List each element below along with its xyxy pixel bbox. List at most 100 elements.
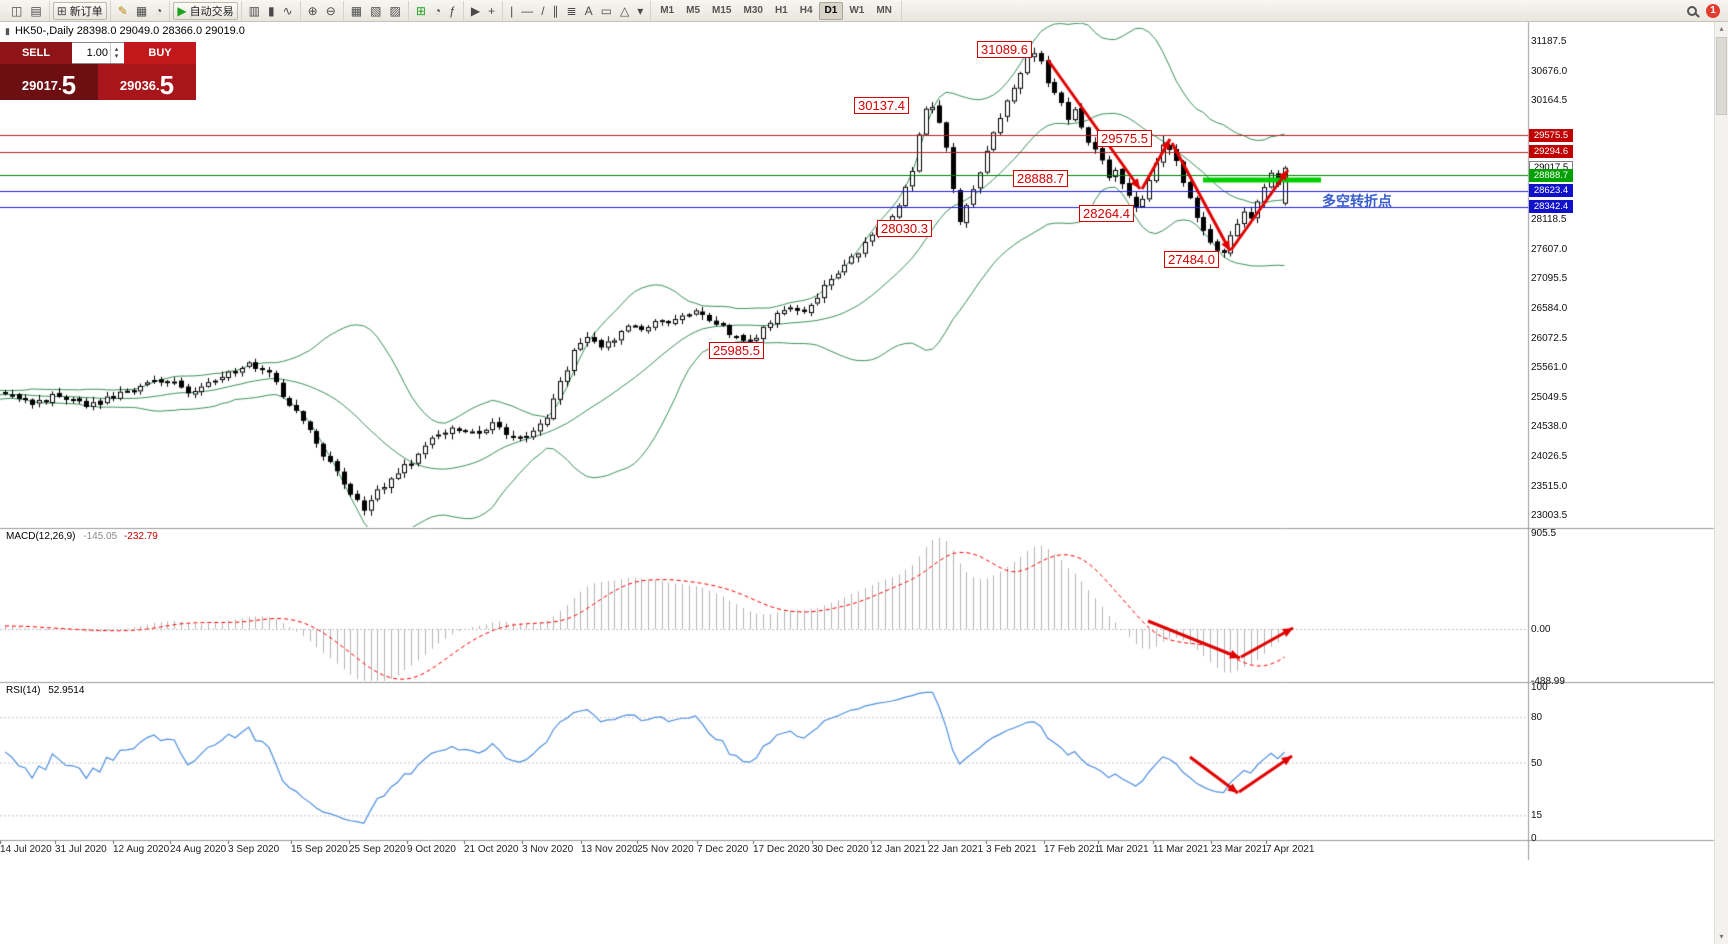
trendline-button[interactable]: /	[537, 2, 548, 20]
shapes-icon: △	[619, 3, 630, 18]
bars-icon: ▥	[248, 3, 260, 18]
buy-button[interactable]: BUY	[124, 42, 196, 64]
toolbar-right: 1	[1687, 3, 1724, 18]
volume-up-icon[interactable]: ▴	[114, 46, 119, 53]
buy-price[interactable]: 29036. 5	[98, 64, 196, 100]
bull-bear-turning-point-note[interactable]: 多空转折点	[1322, 193, 1392, 209]
indicators-button[interactable]: ƒ	[445, 2, 460, 20]
rsi-name: RSI(14)	[6, 685, 41, 696]
channel-button[interactable]: ∥	[549, 2, 563, 20]
market-button[interactable]: ▦	[132, 2, 151, 20]
timeframe-m30-button[interactable]: M30	[737, 2, 768, 20]
metaeditor-button[interactable]: ✎	[114, 2, 132, 20]
shapes-more-button[interactable]: ▾	[633, 2, 647, 20]
candlesticks-button[interactable]: ▮	[264, 2, 279, 20]
timeframe-mn-button[interactable]: MN	[870, 2, 898, 20]
horizontal-line-icon: —	[521, 3, 534, 18]
toolbar-group: ⊞ ◔ ƒ	[409, 0, 464, 21]
volume-input[interactable]	[72, 43, 110, 63]
macd-main-value: -145.05	[83, 531, 118, 542]
main-toolbar: ◫ ▤ ⊞ 新订单 ✎ ▦ ◔ ▶ 自动交易 ▥ ▮ ∿ ⊕ ⊖ ▦ ▧ ▨ ⊞ ◔ ƒ ▶ + | — / ∥ ≣ A ▭ △ ▾ M1 M5…	[0, 0, 1728, 22]
toolbar-group: ✎ ▦ ◔	[111, 0, 171, 21]
rsi-value: 52.9514	[48, 685, 85, 696]
crosshair-button[interactable]: +	[484, 2, 499, 20]
vertical-scrollbar[interactable]: ▴ ▾	[1714, 22, 1728, 944]
fibonacci-button[interactable]: ≣	[563, 2, 581, 20]
history-center-button[interactable]: ◔	[430, 2, 445, 20]
text-label-button[interactable]: ▭	[597, 2, 616, 20]
trade-buttons-row: SELL ▴ ▾ BUY	[0, 42, 196, 64]
cursor-icon: ▶	[470, 3, 481, 18]
toolbar-group: ⊞ 新订单	[50, 0, 111, 21]
toolbar-group: | — / ∥ ≣ A ▭ △ ▾	[503, 0, 652, 21]
sell-button[interactable]: SELL	[0, 42, 72, 64]
tile-windows-button[interactable]: ▦	[347, 2, 366, 20]
trade-prices-row: 29017. 5 29036. 5	[0, 64, 196, 100]
new-chart-icon: ⊞	[415, 3, 426, 18]
community-button[interactable]: ◔	[151, 2, 166, 20]
autotrading-button[interactable]: ▶ 自动交易	[173, 1, 238, 20]
zoom-in-icon: ⊕	[307, 3, 318, 18]
macd-signal-value: -232.79	[123, 531, 158, 542]
bars-button[interactable]: ▥	[245, 2, 264, 20]
line-chart-button[interactable]: ∿	[279, 2, 297, 20]
sell-price-main: 29017.	[21, 78, 62, 93]
text-button[interactable]: A	[581, 2, 597, 20]
new-chart-button[interactable]: ⊞	[412, 2, 430, 20]
line-chart-icon: ∿	[282, 3, 293, 18]
timeframe-m1-button[interactable]: M1	[654, 2, 680, 20]
toolbar-group: ◫ ▤	[4, 0, 50, 21]
channel-icon: ∥	[552, 3, 559, 18]
zoom-out-button[interactable]: ⊖	[322, 2, 340, 20]
timeframe-h4-button[interactable]: H4	[794, 2, 819, 20]
cascade-icon: ▨	[389, 3, 401, 18]
vertical-line-button[interactable]: |	[506, 2, 517, 20]
search-icon[interactable]	[1687, 5, 1697, 16]
scrollbar-up-icon[interactable]: ▴	[1719, 24, 1724, 33]
zoom-in-button[interactable]: ⊕	[304, 2, 322, 20]
chart-window-icon: ◫	[11, 3, 23, 18]
volume-stepper[interactable]: ▴ ▾	[72, 42, 124, 64]
history-center-icon: ◔	[433, 3, 442, 18]
autotrading-icon: ▶	[177, 3, 187, 18]
new-order-button[interactable]: ⊞ 新订单	[52, 1, 107, 20]
timeframe-w1-button[interactable]: W1	[843, 2, 870, 20]
new-order-label: 新订单	[69, 5, 103, 18]
timeframe-d1-button[interactable]: D1	[818, 1, 844, 20]
trendline-icon: /	[541, 3, 545, 18]
fibonacci-icon: ≣	[566, 3, 577, 18]
toolbar-group: ▦ ▧ ▨	[344, 0, 409, 21]
sell-price-big: 5	[61, 69, 77, 100]
volume-spinner[interactable]: ▴ ▾	[110, 43, 122, 63]
scrollbar-thumb[interactable]	[1716, 37, 1727, 115]
new-order-icon: ⊞	[56, 3, 67, 18]
crosshair-icon: +	[488, 3, 496, 18]
cascade-button[interactable]: ▨	[385, 2, 404, 20]
sell-price[interactable]: 29017. 5	[0, 64, 98, 100]
one-click-trading-panel: SELL ▴ ▾ BUY 29017. 5 29036. 5	[0, 42, 196, 100]
cursor-button[interactable]: ▶	[467, 2, 484, 20]
toolbar-group: ⊕ ⊖	[301, 0, 344, 21]
timeframe-h1-button[interactable]: H1	[769, 2, 794, 20]
auto-arrange-button[interactable]: ▧	[366, 2, 385, 20]
chart-ohlc-text: HK50-,Daily 28398.0 29049.0 28366.0 2901…	[14, 25, 245, 37]
shapes-button[interactable]: △	[616, 2, 633, 20]
chart-ohlc-title: ▮ HK50-,Daily 28398.0 29049.0 28366.0 29…	[5, 25, 245, 37]
candlesticks-icon: ▮	[267, 3, 275, 18]
text-icon: A	[584, 3, 593, 18]
notification-badge[interactable]: 1	[1706, 3, 1720, 18]
macd-indicator-label: MACD(12,26,9) -145.05 -232.79	[6, 531, 158, 542]
timeframe-m15-button[interactable]: M15	[706, 2, 737, 20]
chart-icon: ▮	[5, 25, 10, 36]
horizontal-line-button[interactable]: —	[517, 2, 537, 20]
toolbar-group: ▶ 自动交易	[170, 0, 242, 21]
auto-arrange-icon: ▧	[370, 3, 382, 18]
profiles-button[interactable]: ▤	[26, 2, 45, 20]
chart-window-button[interactable]: ◫	[7, 2, 26, 20]
scrollbar-down-icon[interactable]: ▾	[1719, 932, 1724, 941]
timeframe-m5-button[interactable]: M5	[680, 2, 706, 20]
profiles-icon: ▤	[30, 3, 42, 18]
volume-down-icon[interactable]: ▾	[114, 53, 119, 60]
buy-price-main: 29036.	[119, 78, 160, 93]
